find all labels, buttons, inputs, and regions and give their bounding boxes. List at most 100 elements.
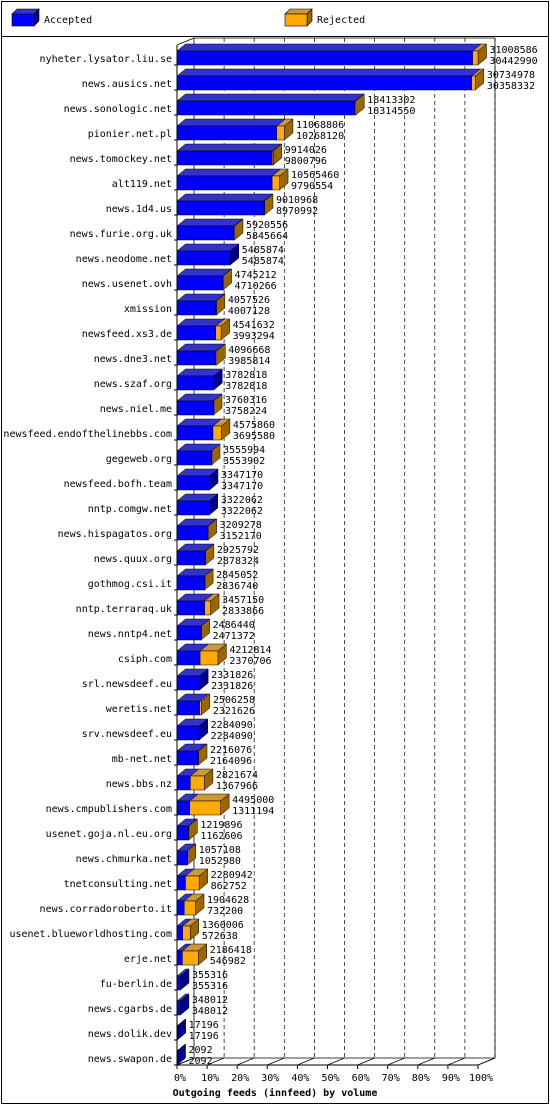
x-tick-label-6: 60% [352,1073,370,1084]
bar-accepted [176,600,205,616]
row-value-accepted-22: 2833866 [222,606,264,617]
row-label-33: tnetconsulting.net [64,879,172,890]
row-value-offered-11: 4541632 [233,320,275,331]
bar-rejected [182,925,191,941]
bar-accepted [176,850,188,866]
row-value-offered-4: 9914026 [285,145,327,156]
row-value-accepted-9: 4710266 [235,281,277,292]
row-value-accepted-8: 5485874 [242,256,284,267]
row-value-accepted-4: 9800796 [285,156,327,167]
gridline-floor [447,1057,466,1066]
row-label-14: news.niel.me [100,404,172,415]
row-label-20: news.quux.org [94,554,172,565]
bar-rejected [199,700,202,716]
gridline-floor [176,1057,195,1066]
row-value-offered-20: 2925792 [217,545,259,556]
bar-accepted [176,700,200,716]
gridline-floor [387,1057,405,1066]
row-value-offered-36: 2186418 [210,945,252,956]
bar-accepted [176,825,189,841]
bar-accepted [176,500,210,516]
row-value-accepted-35: 572638 [202,931,238,942]
plot-top-left-corner [176,37,195,46]
row-value-accepted-20: 2878324 [217,556,259,567]
row-label-38: news.cgarbs.de [88,1004,172,1015]
row-value-accepted-13: 3782818 [225,381,267,392]
row-value-offered-28: 2216076 [210,745,252,756]
gridline-floor [206,1057,225,1066]
bar-accepted-top [176,193,274,202]
bar-rejected [471,75,476,91]
bar-rejected [190,775,205,791]
bar-rejected [189,800,221,816]
row-value-offered-19: 3209278 [220,520,262,531]
bar-accepted [176,875,186,891]
row-value-offered-8: 5485874 [242,245,284,256]
bar-accepted [176,150,273,166]
row-value-offered-34: 1904628 [207,895,249,906]
row-label-31: usenet.goja.nl.eu.org [46,829,172,840]
bar-accepted-top [176,168,282,177]
legend-accepted-swatch [11,13,35,27]
bar-accepted [176,1050,178,1066]
gridline-floor [267,1057,285,1066]
bar-accepted [176,425,214,441]
row-value-accepted-26: 2321626 [213,706,255,717]
row-value-accepted-24: 2370706 [229,656,271,667]
row-value-accepted-21: 2836740 [216,581,258,592]
row-value-offered-16: 3555994 [223,445,265,456]
bar-rejected [212,425,222,441]
row-value-accepted-10: 4007128 [228,306,270,317]
bar-rejected [215,325,222,341]
row-label-39: news.dolik.dev [88,1029,172,1040]
row-value-offered-13: 3782818 [225,370,267,381]
row-label-1: news.ausics.net [82,79,172,90]
row-value-accepted-0: 30442990 [490,56,538,67]
row-value-offered-15: 4575860 [233,420,275,431]
row-value-offered-3: 11068806 [296,120,344,131]
row-label-25: srl.newsdeef.eu [82,679,172,690]
bar-accepted [176,675,200,691]
row-label-37: fu-berlin.de [100,979,172,990]
row-value-offered-38: 348012 [192,995,228,1006]
row-value-offered-5: 10565460 [291,170,339,181]
gridline-floor [327,1057,345,1066]
bar-rejected [185,875,200,891]
bar-accepted [176,275,223,291]
bar-accepted [176,250,231,266]
row-label-26: weretis.net [106,704,172,715]
bar-accepted [176,925,183,941]
row-value-offered-14: 3760316 [225,395,267,406]
legend-rejected-swatch [284,13,308,27]
row-label-0: nyheter.lysator.liu.se [40,54,172,65]
bar-accepted-top [176,43,482,52]
x-tick-label-10: 100% [469,1073,493,1084]
row-label-24: csiph.com [118,654,172,665]
gridline-floor [357,1057,375,1066]
row-value-accepted-5: 9790554 [291,181,333,192]
row-value-accepted-7: 5845664 [246,231,288,242]
row-label-5: alt119.net [112,179,172,190]
bar-accepted [176,125,277,141]
bar-accepted [176,800,190,816]
row-value-accepted-25: 2331826 [211,681,253,692]
row-value-accepted-2: 18314550 [367,106,415,117]
gridline-floor [417,1057,435,1066]
row-label-34: news.corradoroberto.it [40,904,172,915]
x-tick-label-4: 40% [291,1073,309,1084]
bar-accepted [176,975,181,991]
bar-accepted [176,1025,178,1041]
row-value-accepted-37: 355316 [192,981,228,992]
row-value-accepted-1: 30358332 [487,81,535,92]
row-label-32: news.chmurka.net [76,854,172,865]
row-label-10: xmission [124,304,172,315]
bar-rejected [183,900,196,916]
x-tick-label-8: 80% [412,1073,430,1084]
row-label-27: srv.newsdeef.eu [82,729,172,740]
row-value-offered-7: 5920556 [246,220,288,231]
bar-accepted [176,650,201,666]
row-value-offered-10: 4057526 [228,295,270,306]
row-value-offered-23: 2486440 [213,620,255,631]
row-value-offered-1: 30734978 [487,70,535,81]
